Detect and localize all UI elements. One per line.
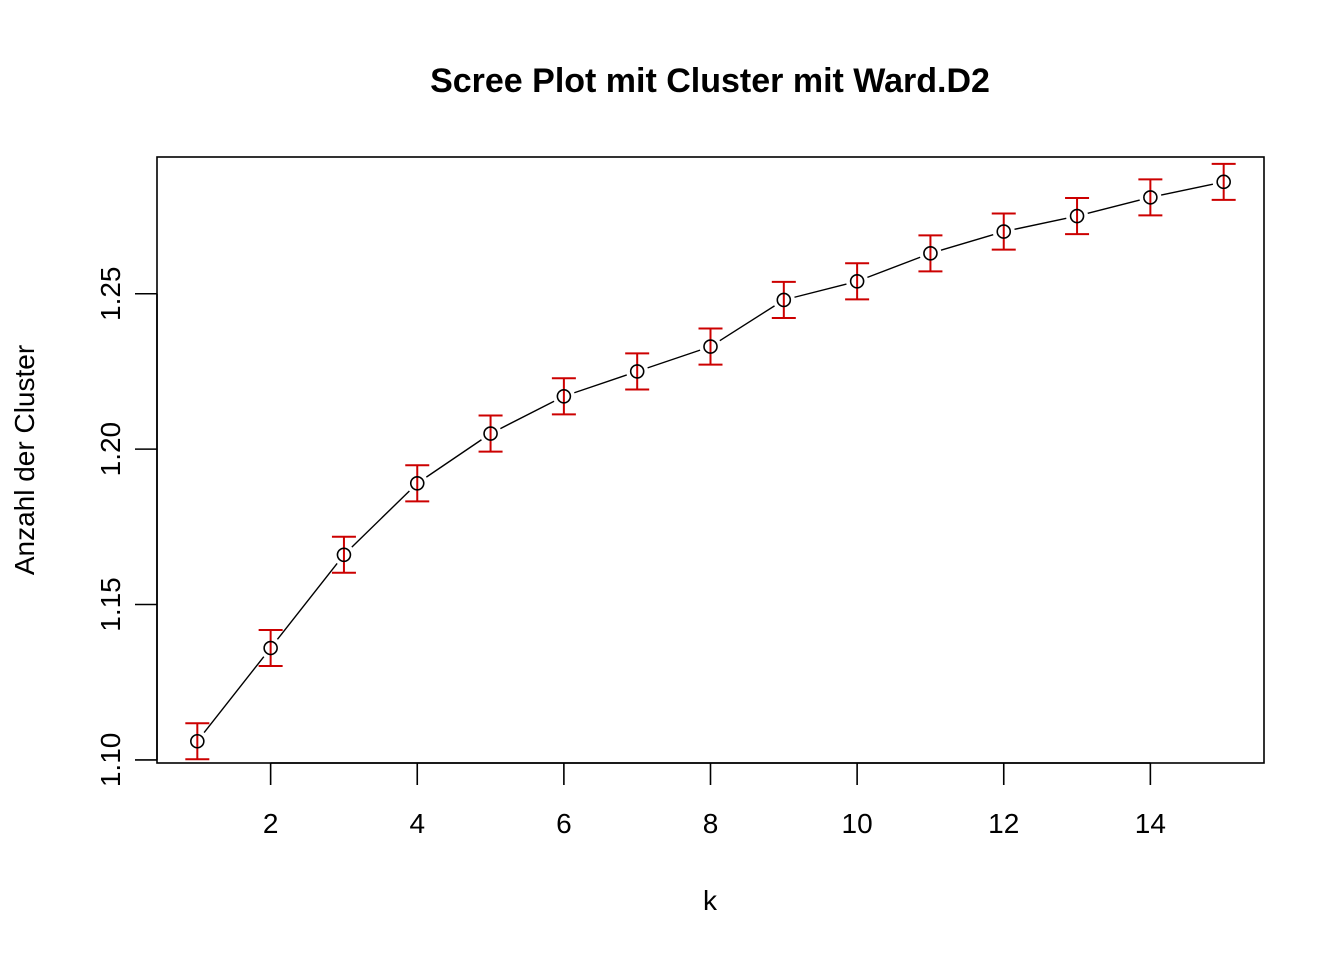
y-tick-label: 1.25	[95, 266, 126, 321]
data-point	[703, 339, 718, 354]
series-segment	[647, 349, 701, 369]
data-point	[923, 246, 938, 261]
y-axis: 1.10 1.15 1.20 1.25	[95, 266, 158, 788]
data-point	[1216, 174, 1231, 190]
series-segment	[719, 305, 775, 342]
series-segment	[794, 283, 847, 298]
data-point	[263, 640, 278, 656]
data-point	[409, 476, 425, 491]
series-segment	[425, 439, 482, 478]
data-point	[336, 547, 352, 563]
x-axis: 2 4 6 8 10 12 14	[263, 762, 1166, 839]
data-point	[849, 274, 865, 289]
data-point	[776, 292, 792, 308]
x-tick-label: 12	[988, 808, 1019, 839]
x-tick-label: 14	[1135, 808, 1166, 839]
y-tick-label: 1.10	[95, 733, 126, 788]
series-segment	[203, 656, 265, 734]
plot-frame	[156, 156, 1265, 764]
chart-title: Scree Plot mit Cluster mit Ward.D2	[430, 62, 990, 100]
data-point	[996, 224, 1012, 239]
x-axis-label: k	[703, 885, 718, 916]
x-tick-label: 2	[263, 808, 279, 839]
data-point	[556, 388, 572, 404]
data-point	[1143, 190, 1158, 205]
series-segment	[500, 400, 555, 430]
series-segment	[574, 374, 627, 394]
series-segment	[351, 490, 410, 548]
data-point	[483, 426, 498, 441]
y-tick-label: 1.15	[95, 577, 126, 632]
data-point	[629, 364, 645, 379]
series-line	[203, 183, 1214, 734]
y-tick-label: 1.20	[95, 422, 126, 477]
data-point	[190, 733, 205, 749]
data-point	[1069, 208, 1085, 224]
error-bars	[185, 162, 1236, 761]
series-segment	[1087, 199, 1140, 215]
series-segment	[940, 234, 994, 251]
series-segment	[1014, 217, 1067, 230]
y-axis-label: Anzahl der Cluster	[9, 345, 40, 575]
series-segment	[867, 256, 921, 279]
series-segment	[276, 562, 338, 640]
data-points	[190, 174, 1231, 749]
x-tick-label: 8	[703, 808, 719, 839]
series-segment	[1160, 183, 1214, 196]
x-tick-label: 10	[842, 808, 873, 839]
x-tick-label: 6	[556, 808, 572, 839]
x-tick-label: 4	[409, 808, 425, 839]
